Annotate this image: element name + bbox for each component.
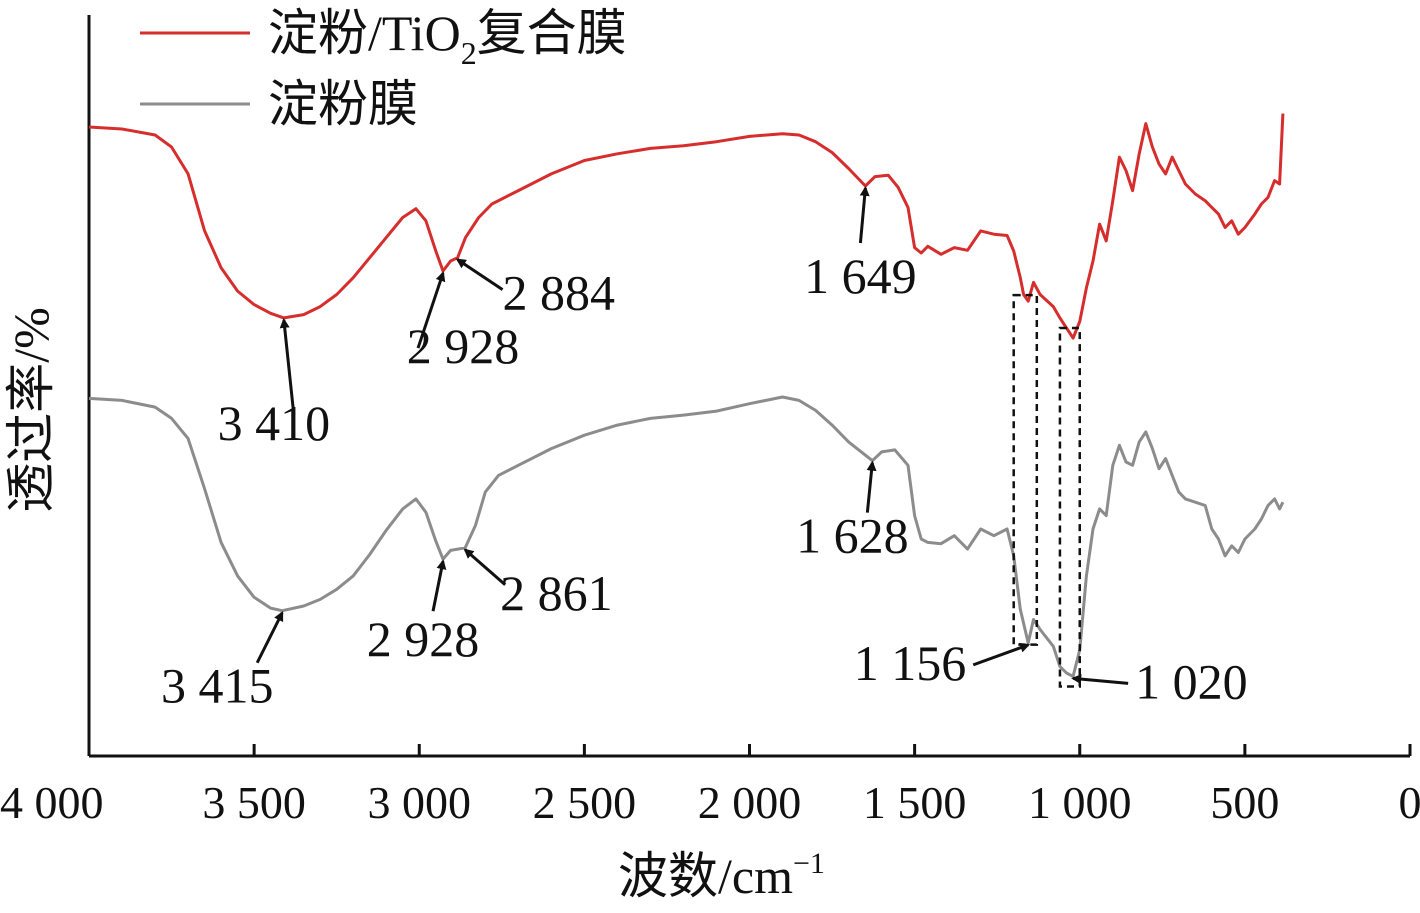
legend: 淀粉/TiO2复合膜 淀粉膜 xyxy=(140,5,627,132)
y-axis-title: 透过率/% xyxy=(3,307,59,513)
x-axis-title: 波数/cm−1 xyxy=(618,847,825,904)
x-tick-label: 3 000 xyxy=(368,777,472,828)
x-tick-label: 0 xyxy=(1399,777,1420,828)
annotation-label: 2 928 xyxy=(367,611,480,667)
series-line-composite xyxy=(89,114,1283,339)
x-tick-label: 3 500 xyxy=(202,777,306,828)
x-ticks xyxy=(89,744,1410,756)
annotation-label: 1 649 xyxy=(804,248,917,304)
x-tick-label: 4 000 xyxy=(0,777,104,828)
annotation-label: 1 156 xyxy=(854,635,967,691)
x-tick-label: 1 500 xyxy=(863,777,967,828)
legend-label-starch: 淀粉膜 xyxy=(268,76,418,132)
annotation-label: 1 628 xyxy=(796,508,909,564)
annotation-label: 2 884 xyxy=(503,265,615,321)
x-tick-label: 2 000 xyxy=(698,777,802,828)
annotation-arrow xyxy=(458,260,503,290)
annotation-arrow xyxy=(433,561,443,611)
annotation-arrow xyxy=(1073,678,1128,683)
x-tick-label: 1 000 xyxy=(1028,777,1132,828)
annotation-label: 1 020 xyxy=(1135,653,1248,709)
annotation-arrow xyxy=(465,550,505,585)
annotation-arrow xyxy=(257,613,282,663)
annotation-arrow xyxy=(867,463,872,513)
annotation-label: 2 928 xyxy=(407,318,520,374)
x-tick-labels: 4 000 3 500 3 000 2 500 2 000 1 500 1 000 500 0 xyxy=(0,777,1420,828)
annotation-arrow xyxy=(860,188,865,243)
dashed-box-1020 xyxy=(1060,328,1080,686)
legend-label-composite: 淀粉/TiO2复合膜 xyxy=(268,5,627,71)
annotation-label: 3 410 xyxy=(218,395,331,451)
annotation-label: 3 415 xyxy=(161,658,274,714)
x-tick-label: 2 500 xyxy=(533,777,637,828)
annotation-label: 2 861 xyxy=(500,565,613,621)
annotation-arrow xyxy=(973,645,1028,665)
x-tick-label: 500 xyxy=(1210,777,1279,828)
